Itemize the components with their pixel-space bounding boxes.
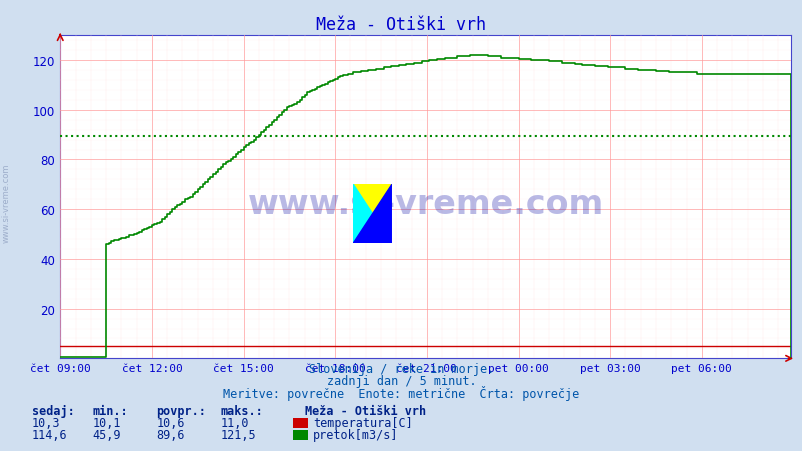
Text: pretok[m3/s]: pretok[m3/s] (313, 428, 398, 442)
Text: Meritve: povrečne  Enote: metrične  Črta: povrečje: Meritve: povrečne Enote: metrične Črta: … (223, 385, 579, 400)
Text: maks.:: maks.: (221, 404, 263, 417)
Text: www.si-vreme.com: www.si-vreme.com (2, 163, 11, 243)
Text: 114,6: 114,6 (32, 428, 67, 442)
Polygon shape (353, 185, 391, 244)
Polygon shape (353, 185, 391, 244)
Polygon shape (353, 185, 391, 244)
Text: 89,6: 89,6 (156, 428, 184, 442)
Text: 121,5: 121,5 (221, 428, 256, 442)
Text: povpr.:: povpr.: (156, 404, 206, 417)
Text: 10,3: 10,3 (32, 416, 60, 429)
Text: sedaj:: sedaj: (32, 404, 75, 417)
Text: 10,1: 10,1 (92, 416, 120, 429)
Text: Meža - Otiški vrh: Meža - Otiški vrh (305, 404, 426, 417)
Text: www.si-vreme.com: www.si-vreme.com (247, 187, 603, 220)
Text: zadnji dan / 5 minut.: zadnji dan / 5 minut. (326, 374, 476, 387)
Text: Meža - Otiški vrh: Meža - Otiški vrh (316, 16, 486, 34)
Text: temperatura[C]: temperatura[C] (313, 416, 412, 429)
Text: Slovenija / reke in morje.: Slovenija / reke in morje. (309, 362, 493, 375)
Text: min.:: min.: (92, 404, 128, 417)
Text: 10,6: 10,6 (156, 416, 184, 429)
Text: 45,9: 45,9 (92, 428, 120, 442)
Text: 11,0: 11,0 (221, 416, 249, 429)
